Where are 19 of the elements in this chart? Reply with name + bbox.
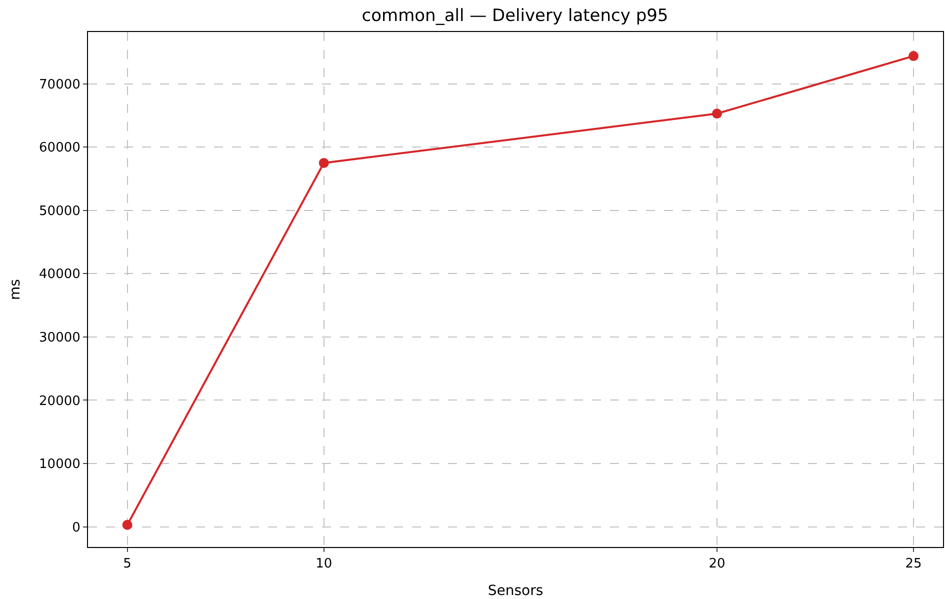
x-tick-label: 20 [708, 556, 726, 572]
x-tick-label: 10 [316, 556, 332, 572]
y-tick-label: 60000 [39, 140, 80, 156]
y-tick-label: 50000 [39, 204, 80, 219]
x-tick-label: 5 [123, 556, 132, 572]
x-tick-label: 25 [905, 556, 922, 572]
point [122, 520, 132, 530]
y-tick-label: 20000 [39, 394, 80, 409]
point [712, 108, 722, 119]
point [318, 158, 329, 168]
y-axis-title: ms [8, 279, 24, 300]
y-tick-label: 10000 [39, 457, 80, 472]
y-tick-label: 0 [72, 520, 80, 536]
y-tick-label: 40000 [39, 267, 80, 282]
y-tick-label: 70000 [39, 77, 80, 92]
y-tick-label: 30000 [39, 330, 80, 346]
chart-title: common_all — Delivery latency p95 [362, 6, 668, 26]
x-axis-title: Sensors [488, 583, 544, 599]
point [908, 51, 919, 62]
